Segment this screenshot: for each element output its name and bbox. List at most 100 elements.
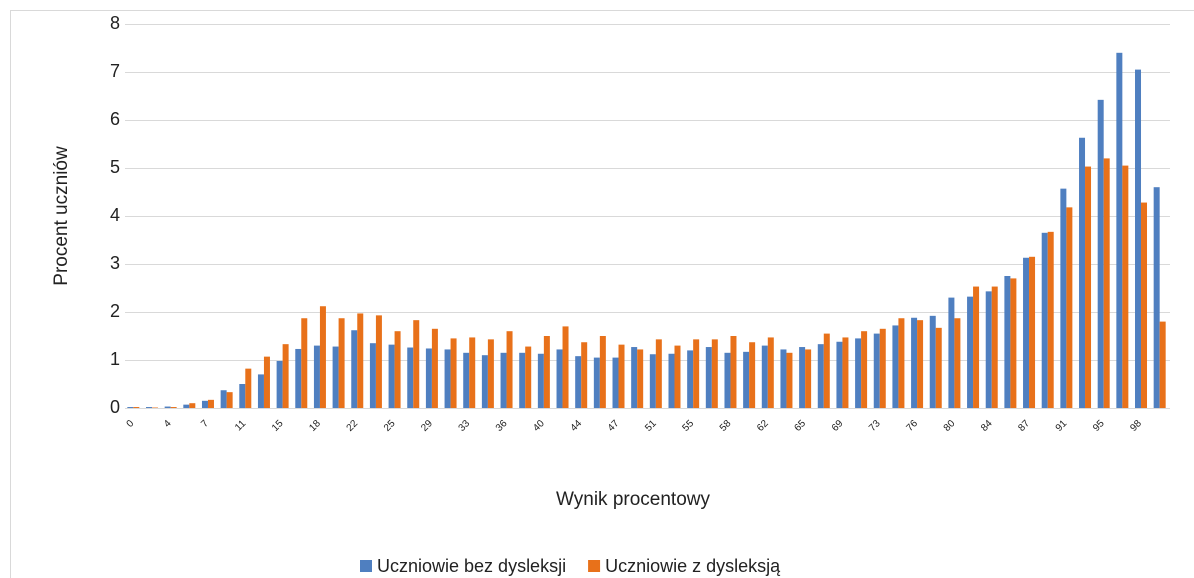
bar [911,317,918,408]
bar [1060,188,1067,408]
x-tick-label: 7 [199,418,211,430]
bar [929,315,936,408]
x-tick-label: 58 [718,418,734,434]
bar [705,347,712,408]
bar [1079,137,1086,408]
bar [1116,52,1123,409]
bar [226,392,233,408]
bar [556,349,563,408]
bar [631,347,638,408]
bar [668,353,675,408]
bar [537,353,544,408]
bar [767,337,774,408]
bar [338,318,345,408]
x-tick-label: 91 [1054,418,1070,434]
bar [1122,165,1129,408]
bar [319,306,326,408]
x-tick-label: 80 [942,418,958,434]
x-tick-label: 98 [1128,418,1144,434]
bar [575,356,582,408]
bar [836,341,843,408]
bar [1085,166,1092,408]
bar [873,333,880,408]
bar [1004,276,1011,408]
bar [394,331,401,408]
bar [780,349,787,408]
bar [861,331,868,408]
bar [500,352,507,408]
bar [487,339,494,408]
bar [724,352,731,408]
bar [817,344,824,408]
bar [369,343,376,408]
bar [332,346,339,408]
legend-label: Uczniowie z dysleksją [605,556,781,576]
x-tick-label: 25 [382,418,398,434]
bar [351,330,358,408]
bar [879,328,886,408]
x-tick-label: 15 [270,418,286,434]
bar [892,325,899,408]
bar [612,357,619,408]
x-tick-label: 29 [419,418,435,434]
x-tick-label: 51 [643,418,659,434]
bar [239,384,246,408]
bar [799,347,806,408]
bar [127,407,134,408]
bar [935,327,942,408]
bar [743,351,750,408]
bar [1097,99,1104,408]
bar [842,337,849,408]
bar [313,345,320,408]
legend-label: Uczniowie bez dysleksji [377,556,566,576]
bar [749,342,756,408]
bar [481,355,488,408]
bar [687,350,694,408]
y-tick-label: 1 [110,349,120,369]
bar [1047,231,1054,408]
bar [257,374,264,408]
x-tick-label: 33 [457,418,473,434]
bar [357,313,364,408]
bar [973,286,980,408]
y-tick-label: 7 [110,61,120,81]
bar [519,352,526,408]
bar [1041,232,1048,408]
bar [444,349,451,408]
bar [407,347,414,408]
y-tick-label: 6 [110,109,120,129]
bar [525,346,532,408]
x-tick-label: 95 [1091,418,1107,434]
y-tick-label: 5 [110,157,120,177]
x-tick-label: 22 [345,418,361,434]
bar [985,291,992,408]
bar [375,315,382,408]
x-tick-label: 69 [830,418,846,434]
x-axis-title: Wynik procentowy [556,489,710,510]
x-tick-label: 44 [569,418,585,434]
x-tick-label: 36 [494,418,510,434]
bar [855,338,862,408]
bar [263,356,270,408]
bar [207,399,214,408]
bar [276,360,283,408]
bar [189,403,196,408]
bar [805,349,812,408]
bar [463,352,470,408]
bar [183,404,190,408]
x-tick-label: 73 [867,418,883,434]
bar [170,407,177,408]
bar [164,406,171,408]
bar [599,336,606,408]
y-tick-label: 2 [110,301,120,321]
bar [967,296,974,408]
bar [295,348,302,408]
legend-swatch [360,560,372,572]
bar [1066,207,1073,408]
x-tick-label: 65 [792,418,808,434]
bar [245,368,252,408]
x-tick-label: 87 [1016,418,1032,434]
bar [543,336,550,408]
bar [1103,158,1110,408]
bar [301,318,308,408]
